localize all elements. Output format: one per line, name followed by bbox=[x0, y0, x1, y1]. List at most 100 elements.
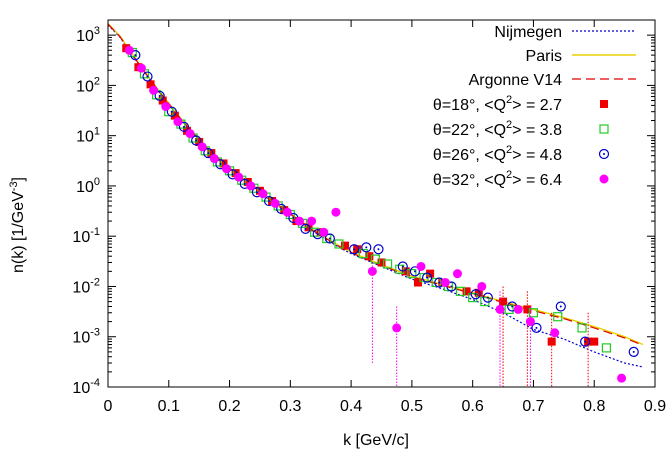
data-point bbox=[246, 181, 256, 191]
data-point bbox=[349, 244, 360, 255]
data-point bbox=[365, 252, 374, 261]
legend-marker bbox=[600, 100, 608, 108]
data-point bbox=[215, 159, 226, 170]
y-tick-label: 10-3 bbox=[72, 327, 100, 347]
y-tick-label: 10-4 bbox=[72, 377, 100, 397]
y-tick-label: 103 bbox=[76, 25, 100, 45]
data-point bbox=[234, 172, 244, 182]
legend-marker bbox=[599, 174, 609, 184]
legend-marker bbox=[599, 124, 609, 134]
x-tick-label: 0.9 bbox=[644, 398, 666, 415]
data-point bbox=[185, 129, 195, 139]
data-point bbox=[331, 207, 341, 217]
data-point bbox=[178, 121, 190, 132]
x-tick-label: 0.1 bbox=[158, 398, 180, 415]
data-point bbox=[154, 90, 165, 101]
data-point bbox=[367, 266, 377, 276]
data-point bbox=[397, 261, 408, 272]
data-point bbox=[219, 159, 228, 168]
data-point bbox=[130, 50, 141, 61]
data-point bbox=[209, 154, 219, 164]
data-point bbox=[158, 96, 167, 105]
data-point bbox=[499, 297, 508, 306]
data-point bbox=[124, 45, 134, 55]
data-point bbox=[166, 106, 177, 117]
data-point bbox=[474, 288, 483, 297]
data-point bbox=[584, 337, 593, 346]
data-point bbox=[580, 336, 591, 347]
data-point bbox=[207, 149, 216, 158]
data-point bbox=[392, 323, 402, 333]
legend-label: θ=26°, <Q2> = 4.8 bbox=[433, 144, 562, 164]
data-point bbox=[310, 227, 320, 237]
x-tick-label: 0.8 bbox=[583, 398, 605, 415]
x-axis-label: k [GeV/c] bbox=[343, 432, 409, 449]
legend-label: Argonne V14 bbox=[469, 72, 563, 89]
y-tick-label: 100 bbox=[76, 176, 100, 196]
data-point bbox=[525, 317, 535, 327]
y-tick-label: 10-2 bbox=[72, 276, 100, 296]
legend-label: Nijmegen bbox=[494, 24, 562, 41]
data-point bbox=[270, 198, 280, 208]
data-point bbox=[455, 286, 466, 296]
data-point bbox=[468, 293, 478, 303]
data-point bbox=[191, 135, 202, 146]
curve-paris bbox=[108, 23, 644, 346]
y-tick-label: 102 bbox=[76, 75, 100, 95]
legend-label: θ=18°, <Q2> = 2.7 bbox=[433, 94, 562, 114]
data-point bbox=[407, 269, 417, 279]
data-point bbox=[324, 233, 335, 244]
data-point bbox=[477, 281, 487, 291]
data-point bbox=[231, 169, 240, 178]
data-point bbox=[590, 337, 599, 346]
data-point bbox=[617, 373, 627, 383]
data-point bbox=[149, 85, 159, 95]
legend: Nijmegen Paris Argonne V14 θ=18°, <Q2> = 2.… bbox=[433, 24, 636, 189]
data-point bbox=[470, 289, 481, 300]
data-point bbox=[553, 312, 563, 322]
y-axis-label: n(k) [1/GeV-3] bbox=[8, 177, 27, 273]
y-tick-label: 101 bbox=[76, 126, 100, 146]
data-point bbox=[361, 242, 372, 253]
data-point bbox=[173, 117, 183, 127]
y-axis-label-end: ] bbox=[10, 177, 27, 181]
data-point bbox=[258, 189, 268, 199]
data-point bbox=[421, 272, 433, 283]
data-point bbox=[531, 322, 542, 333]
y-axis-label-main: n(k) [1/GeV bbox=[10, 191, 27, 273]
data-point bbox=[440, 277, 450, 287]
data-point bbox=[161, 102, 171, 112]
data-point bbox=[628, 346, 639, 357]
data-point bbox=[395, 264, 405, 274]
data-point bbox=[304, 223, 313, 232]
data-point bbox=[353, 245, 362, 254]
data-point bbox=[195, 137, 204, 146]
curves-layer bbox=[108, 23, 644, 368]
data-point bbox=[282, 207, 292, 217]
data-point bbox=[413, 278, 422, 287]
data-point bbox=[555, 301, 566, 312]
data-point bbox=[319, 227, 329, 237]
y-tick-label: 10-1 bbox=[72, 226, 100, 246]
data-point bbox=[550, 328, 560, 338]
data-point bbox=[146, 80, 155, 89]
markers-layer bbox=[122, 44, 639, 387]
data-point bbox=[294, 216, 304, 226]
data-point bbox=[528, 308, 539, 318]
data-point bbox=[547, 337, 556, 346]
data-point bbox=[462, 287, 471, 296]
data-point bbox=[222, 164, 232, 174]
x-tick-label: 0.5 bbox=[401, 398, 423, 415]
data-point bbox=[307, 216, 317, 226]
data-point bbox=[523, 305, 532, 314]
data-point bbox=[373, 244, 384, 255]
data-point bbox=[577, 323, 587, 333]
data-point bbox=[452, 269, 462, 279]
data-point bbox=[197, 142, 207, 152]
data-point bbox=[382, 259, 393, 269]
y-axis-label-sup: -3 bbox=[8, 181, 20, 191]
data-point bbox=[370, 254, 381, 264]
x-tick-label: 0.3 bbox=[279, 398, 301, 415]
data-point bbox=[482, 292, 493, 303]
legend-label: θ=32°, <Q2> = 6.4 bbox=[433, 169, 562, 189]
